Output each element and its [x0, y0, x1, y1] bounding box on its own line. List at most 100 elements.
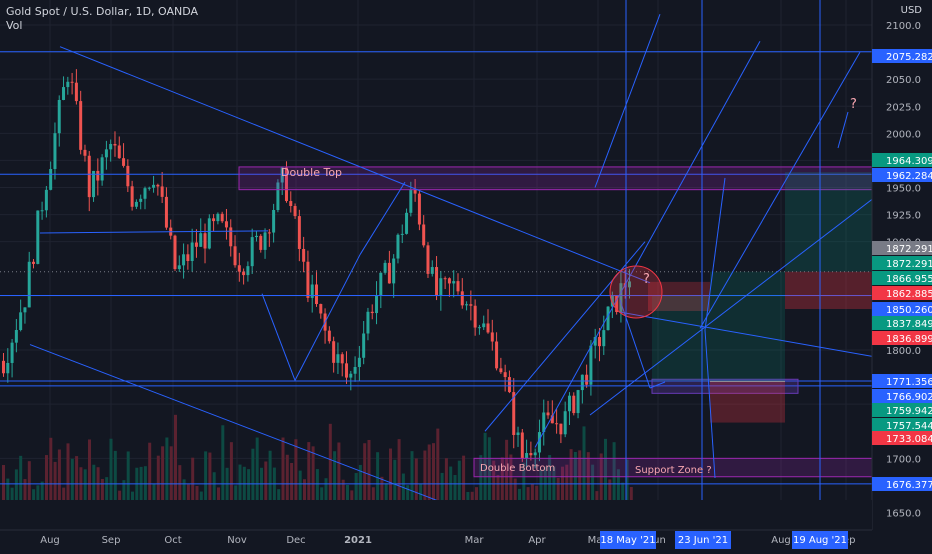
volume-bar	[367, 439, 371, 500]
time-tick-label: Nov	[227, 535, 247, 546]
time-marker-label: 19 Aug '21	[793, 535, 847, 546]
volume-label: Vol	[6, 19, 23, 32]
volume-bar	[100, 478, 104, 500]
candle	[507, 377, 511, 393]
candle	[190, 242, 194, 261]
time-tick-label: Aug	[771, 535, 791, 546]
volume-bar	[535, 485, 539, 500]
volume-bar	[212, 472, 216, 500]
candle	[606, 306, 610, 331]
volume-bar	[578, 450, 582, 500]
volume-bar	[307, 442, 311, 500]
volume-bar	[556, 477, 560, 500]
volume-bar	[148, 442, 152, 500]
candle	[585, 374, 589, 385]
candle	[327, 330, 331, 342]
candle	[246, 266, 250, 276]
volume-bar	[6, 478, 10, 500]
candle	[109, 143, 113, 150]
volume-bar	[629, 486, 633, 500]
candle	[572, 395, 576, 414]
volume-bar	[328, 423, 332, 500]
time-marker-badge	[675, 531, 731, 549]
volume-bar	[522, 462, 526, 500]
volume-bar	[470, 491, 474, 500]
volume-bar	[199, 491, 203, 500]
candle	[370, 311, 374, 314]
volume-bar	[83, 469, 87, 500]
volume-bar	[2, 465, 5, 500]
candle	[14, 329, 18, 343]
candle	[164, 196, 168, 228]
volume-bar	[23, 479, 27, 500]
volume-bar	[595, 491, 599, 500]
volume-bar	[397, 439, 401, 500]
candle	[254, 235, 258, 238]
volume-bar	[229, 442, 233, 500]
candle	[602, 330, 606, 347]
candle	[53, 133, 57, 170]
volume-bar	[401, 473, 405, 500]
volume-bar	[165, 437, 169, 500]
volume-bar	[45, 455, 48, 500]
candle	[272, 210, 276, 233]
price-badge	[872, 241, 932, 255]
candle	[447, 278, 451, 284]
candle	[439, 278, 443, 296]
volume-bar	[505, 439, 509, 500]
candle	[555, 423, 559, 425]
volume-bar	[462, 455, 466, 500]
volume-bar	[337, 442, 341, 500]
price-tick-label: 1950.0	[886, 184, 921, 195]
candle	[405, 212, 409, 234]
symbol-title[interactable]: Gold Spot / U.S. Dollar, 1D, OANDA	[6, 5, 199, 18]
volume-bar	[479, 455, 483, 500]
candle	[615, 295, 619, 312]
candle	[186, 254, 190, 261]
candle	[250, 237, 254, 267]
candle	[122, 158, 126, 166]
candle	[533, 452, 537, 456]
time-tick-label: May	[588, 535, 609, 546]
candle	[482, 323, 486, 328]
volume-bar	[440, 472, 444, 500]
volume-bar	[221, 425, 225, 500]
candle	[130, 186, 134, 207]
volume-bar	[341, 479, 345, 500]
candle	[452, 281, 456, 284]
candle	[383, 262, 387, 273]
volume-bar	[543, 466, 547, 500]
volume-bar	[242, 466, 246, 500]
volume-bar	[475, 487, 478, 500]
candle	[619, 283, 623, 312]
volume-bar	[608, 479, 612, 500]
volume-bar	[88, 439, 91, 500]
candle	[177, 265, 181, 270]
price-badge-label: 1964.309	[886, 156, 932, 167]
volume-bar	[346, 485, 349, 500]
volume-bar	[419, 484, 423, 500]
candle	[152, 184, 156, 188]
currency-label: USD	[900, 5, 922, 16]
candle	[242, 271, 246, 276]
candle	[567, 395, 571, 412]
candle	[182, 254, 186, 266]
highlight-circle	[609, 265, 663, 319]
candle	[96, 170, 100, 181]
candle	[460, 291, 464, 306]
volume-bar	[586, 452, 590, 500]
volume-bar	[569, 449, 573, 500]
candle	[542, 412, 546, 433]
candle	[74, 82, 78, 102]
price-badge	[872, 49, 932, 63]
time-tick-label: Oct	[164, 535, 181, 546]
candle	[237, 265, 241, 272]
volume-bar	[217, 487, 220, 500]
volume-bar	[436, 428, 440, 500]
volume-bar	[182, 479, 186, 500]
candle	[156, 184, 160, 187]
candle	[417, 193, 421, 225]
candle	[589, 345, 593, 385]
